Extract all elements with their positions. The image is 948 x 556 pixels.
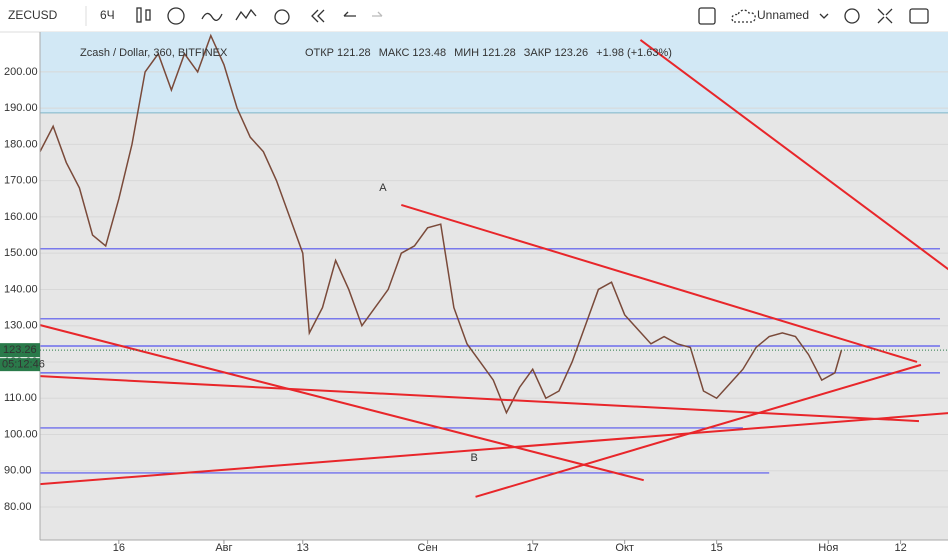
x-tick-label: 12 (894, 542, 906, 554)
y-tick-label: 200.00 (4, 66, 38, 78)
x-tick-label: 13 (297, 542, 309, 554)
y-tick-label: 90.00 (4, 465, 32, 477)
countdown-badge (0, 358, 40, 372)
annotation: B (471, 452, 478, 464)
ohlc-label: ЗАКР (524, 47, 552, 59)
y-tick-label: 80.00 (4, 501, 32, 513)
toolbar-icons (136, 7, 929, 25)
y-tick-label: 100.00 (4, 428, 38, 440)
y-tick-label: 180.00 (4, 138, 38, 150)
dropdown-icon[interactable] (819, 13, 829, 19)
y-tick-label: 150.00 (4, 247, 38, 259)
price-badge (0, 343, 40, 358)
settings-icon[interactable] (844, 8, 860, 24)
ohlc-label: МИН (454, 47, 479, 59)
x-tick-label: Окт (615, 542, 634, 554)
x-tick-label: 17 (527, 542, 539, 554)
replay-icon[interactable] (311, 9, 325, 23)
trendline (40, 412, 948, 486)
interval[interactable]: 6Ч (100, 8, 115, 22)
candle-icon[interactable] (145, 9, 151, 21)
ohlc-label: ОТКР (305, 47, 334, 59)
layout-name[interactable]: Unnamed (757, 8, 809, 22)
symbol[interactable]: ZECUSD (8, 8, 58, 22)
trendline (639, 39, 948, 271)
add-icon[interactable] (167, 7, 185, 25)
trendline (401, 204, 918, 363)
ohlc-value: 123.26 (554, 47, 588, 59)
toolbar (0, 0, 948, 32)
x-tick-label: Ноя (818, 542, 838, 554)
ohlc-value: 121.28 (482, 47, 516, 59)
x-tick-label: Авг (215, 542, 232, 554)
zone (40, 32, 948, 113)
compare-icon[interactable] (235, 8, 257, 21)
trendline (40, 324, 644, 482)
y-tick-label: 170.00 (4, 175, 38, 187)
redo-icon[interactable] (372, 11, 383, 17)
series-title: Zcash / Dollar, 360, BITFINEX (80, 47, 228, 59)
plot (40, 32, 948, 540)
y-tick-label: 110.00 (4, 392, 37, 404)
trendline (475, 363, 922, 498)
annotation: A (379, 182, 387, 194)
price-badge-label: 123.26 (3, 344, 37, 356)
y-tick-label: 140.00 (4, 283, 38, 295)
y-tick-label: 160.00 (4, 211, 38, 223)
y-tick-label: 130.00 (4, 320, 38, 332)
cloud-icon[interactable] (731, 9, 756, 23)
ohlc-value: 123.48 (412, 47, 446, 59)
indicator-icon[interactable] (201, 12, 223, 21)
screenshot-icon[interactable] (909, 8, 929, 24)
countdown: 05:12:46 (2, 359, 45, 371)
x-tick-label: 16 (113, 542, 125, 554)
x-tick-label: Сен (418, 542, 438, 554)
y-tick-label: 190.00 (4, 102, 38, 114)
candle-icon[interactable] (136, 7, 142, 23)
alert-icon[interactable] (274, 9, 290, 25)
trendline (40, 375, 920, 423)
ohlc-value: 121.28 (337, 47, 371, 59)
ohlc-label: МАКС (379, 47, 410, 59)
price-line (40, 33, 843, 415)
change: +1.98 (+1.63%) (596, 47, 672, 59)
x-tick-label: 15 (711, 542, 723, 554)
undo-icon[interactable] (343, 11, 356, 17)
checkbox[interactable] (698, 7, 716, 25)
plot-bg (40, 32, 948, 540)
fullscreen-icon[interactable] (877, 8, 893, 24)
